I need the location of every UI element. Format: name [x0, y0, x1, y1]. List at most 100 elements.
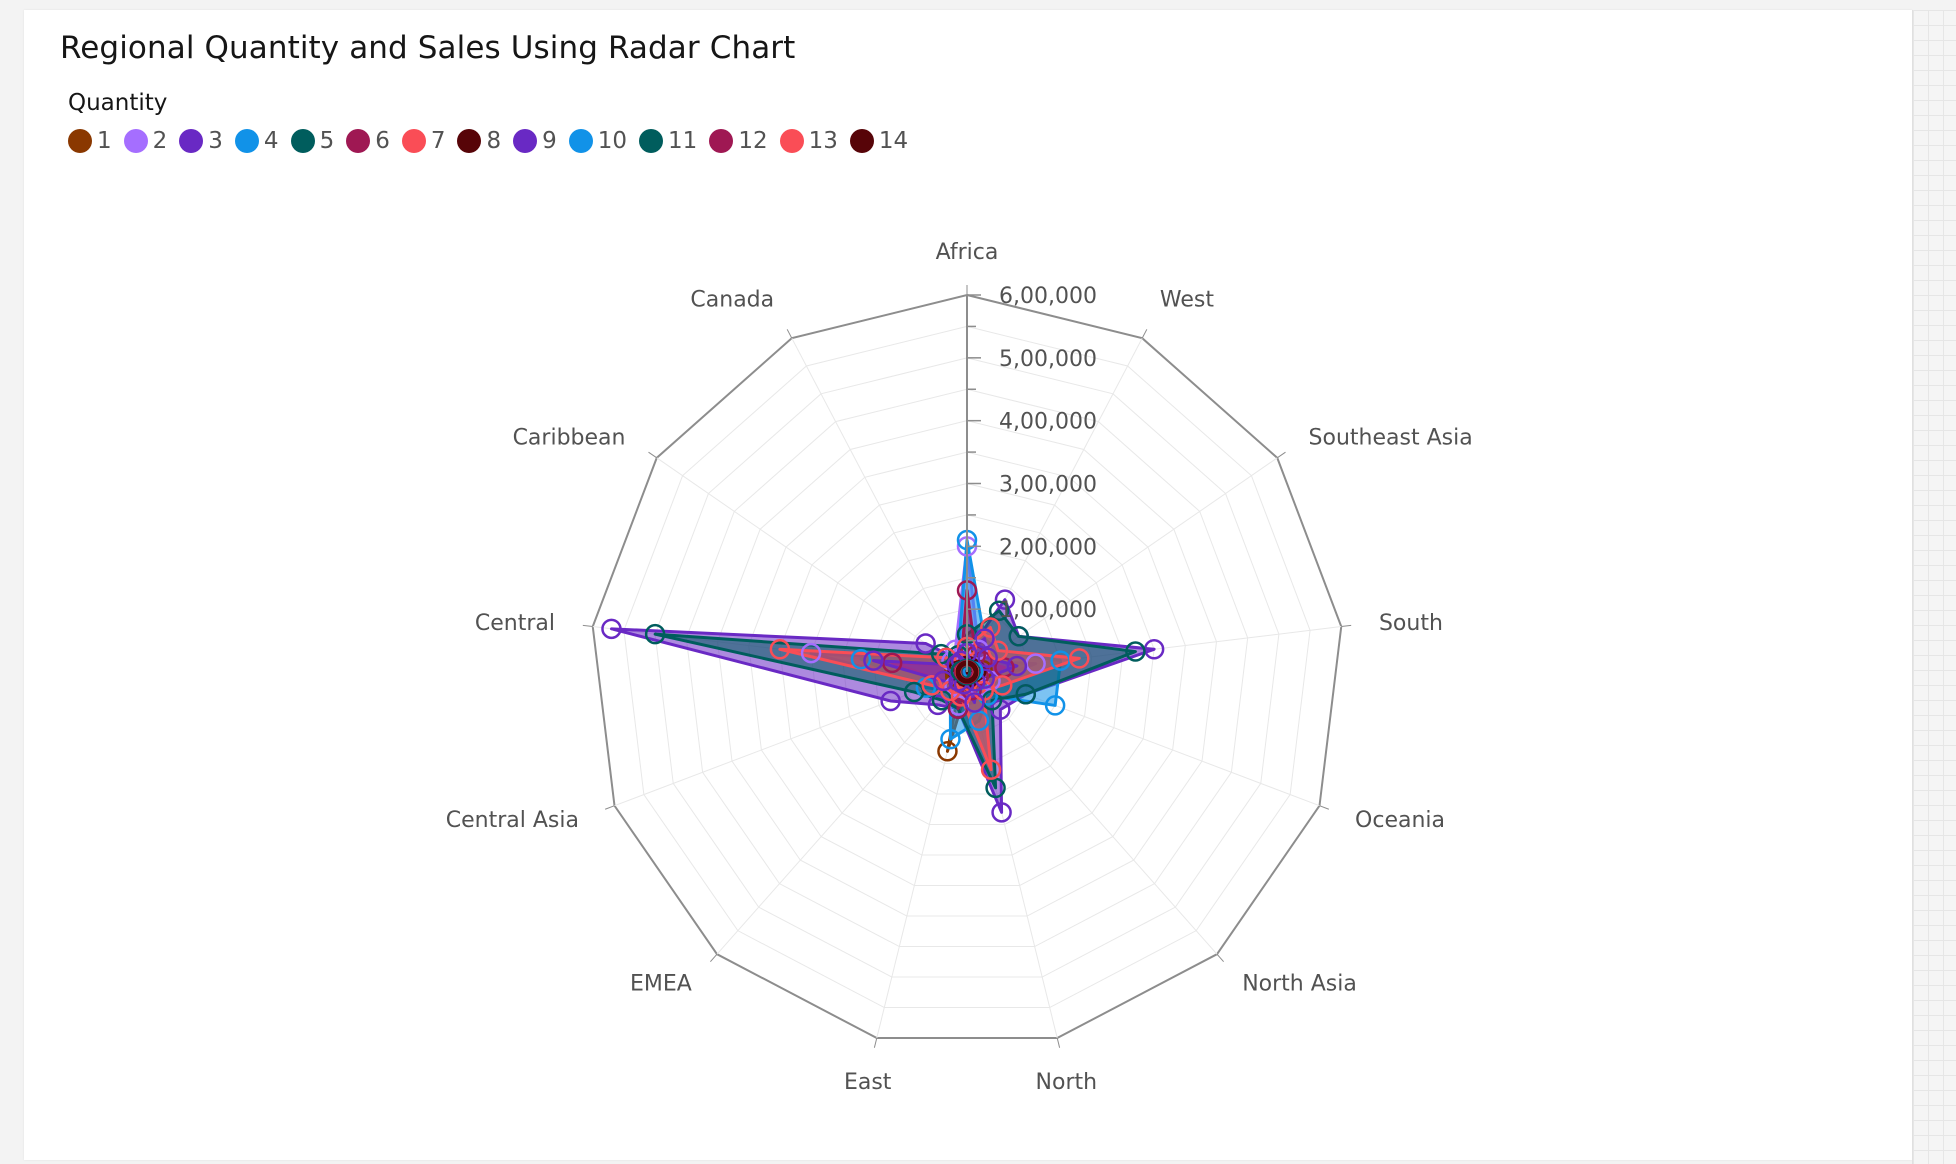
spoke-tick — [648, 451, 658, 459]
value-tick-label: 6,00,000 — [999, 284, 1097, 309]
grid-spoke — [656, 457, 968, 673]
legend-item-5[interactable]: 5 — [290, 128, 334, 154]
category-label: Southeast Asia — [1309, 425, 1473, 450]
legend-item-11[interactable]: 11 — [639, 128, 697, 154]
legend-item-2[interactable]: 2 — [123, 128, 168, 154]
category-label: EMEA — [630, 972, 692, 997]
legend-item-7[interactable]: 7 — [401, 128, 446, 154]
legend-item-4[interactable]: 4 — [234, 128, 279, 154]
spoke-tick — [1319, 805, 1330, 810]
series-5-point-West[interactable] — [988, 600, 1010, 622]
category-label: Central Asia — [446, 808, 579, 833]
series-7-point-West[interactable] — [980, 617, 1001, 638]
series-7-point-Central Asia[interactable] — [921, 675, 942, 696]
spoke-tick — [709, 953, 718, 963]
spoke-tick — [1276, 451, 1286, 459]
series-9-point-Central Asia[interactable] — [933, 670, 954, 692]
series-9-point-Southeast Asia[interactable] — [977, 647, 998, 668]
chart-title: Regional Quantity and Sales Using Radar … — [60, 30, 796, 66]
legend-item-10[interactable]: 10 — [568, 128, 628, 154]
series-2-point-Central[interactable] — [800, 642, 822, 664]
spoke-tick — [604, 805, 615, 810]
legend-label: 13 — [808, 128, 838, 154]
legend-swatch — [68, 129, 92, 153]
grid-spoke — [716, 671, 968, 955]
grid-ring — [779, 482, 1155, 856]
legend-swatch — [779, 129, 804, 153]
value-tick-label: 2,00,000 — [999, 535, 1097, 560]
series-5-point-Oceania[interactable] — [1015, 684, 1037, 705]
chart-legend: 1 2 3 4 5 6 7 8 9 10 11 12 13 14 — [68, 128, 920, 154]
series-7-point-North[interactable] — [980, 759, 1002, 780]
category-label: Central — [475, 611, 555, 636]
legend-swatch — [849, 129, 874, 153]
series-5-point-South[interactable] — [1125, 641, 1146, 662]
legend-label: 2 — [152, 128, 168, 154]
series-4-point-North[interactable] — [968, 710, 990, 732]
spoke-tick — [1056, 1037, 1061, 1048]
category-label: Caribbean — [513, 425, 626, 450]
spoke-tick — [582, 624, 593, 628]
series-9-point-North[interactable] — [964, 692, 985, 713]
grid-spoke — [966, 671, 1218, 955]
series-3-point-Central[interactable] — [601, 618, 622, 640]
legend-label: 8 — [486, 128, 502, 154]
spoke-tick — [1141, 329, 1148, 339]
series-3-point-Central Asia[interactable] — [880, 690, 901, 712]
series-9-point-South[interactable] — [1006, 655, 1028, 677]
series-4-point-Oceania[interactable] — [1044, 695, 1066, 716]
series-7-point-East[interactable] — [950, 686, 972, 707]
category-label: West — [1160, 288, 1214, 313]
legend-title: Quantity — [68, 90, 168, 116]
series-5-point-Central[interactable] — [644, 623, 666, 645]
series-7-point-South[interactable] — [1069, 648, 1090, 669]
legend-label: 7 — [430, 128, 446, 154]
category-label: East — [844, 1070, 892, 1095]
legend-item-9[interactable]: 9 — [513, 128, 557, 154]
series-9-point-Central[interactable] — [863, 650, 884, 671]
series-5-point-Central Asia[interactable] — [903, 681, 925, 703]
series-4-point-East[interactable] — [940, 728, 961, 750]
grid-outer-ring — [591, 293, 1343, 1040]
legend-swatch — [123, 129, 148, 153]
legend-swatch — [457, 129, 482, 153]
value-tick-label: 1,00,000 — [999, 598, 1097, 623]
legend-item-8[interactable]: 8 — [457, 128, 501, 154]
legend-swatch — [401, 129, 426, 153]
series-9-point-West[interactable] — [974, 628, 995, 649]
legend-label: 1 — [97, 128, 112, 154]
legend-label: 10 — [597, 128, 628, 154]
legend-item-6[interactable]: 6 — [346, 128, 390, 154]
legend-swatch — [513, 129, 538, 153]
legend-item-13[interactable]: 13 — [779, 128, 838, 154]
series-4-point-Central[interactable] — [850, 648, 872, 670]
series-1-point-East[interactable] — [937, 741, 958, 762]
series-7-point-Southeast Asia[interactable] — [987, 640, 1009, 661]
series-7-point-Caribbean[interactable] — [936, 647, 957, 668]
series-3-point-West[interactable] — [994, 589, 1016, 610]
series-7-point-Oceania[interactable] — [992, 675, 1013, 696]
legend-swatch — [568, 129, 593, 153]
legend-swatch — [290, 129, 315, 153]
legend-item-3[interactable]: 3 — [179, 128, 223, 154]
series-3-point-EMEA[interactable] — [927, 694, 949, 716]
legend-label: 14 — [878, 128, 909, 154]
series-5-point-North[interactable] — [985, 777, 1006, 799]
side-panel — [1912, 10, 1956, 1164]
series-5-point-Southeast Asia[interactable] — [1008, 626, 1029, 647]
legend-item-1[interactable]: 1 — [68, 128, 112, 154]
grid-ring — [841, 545, 1093, 795]
grid-ring — [623, 325, 1311, 1009]
value-axis: 1,00,000 2,00,000 3,00,000 4,00,000 5,00,000… — [966, 284, 1097, 672]
series-7-point-Central[interactable] — [769, 639, 791, 660]
grid-ring — [716, 420, 1218, 917]
series-3-point-North[interactable] — [991, 802, 1012, 823]
grid-ring — [810, 514, 1124, 826]
series-3-point-Caribbean[interactable] — [915, 633, 936, 654]
legend-item-14[interactable]: 14 — [849, 128, 909, 154]
spoke-tick — [786, 329, 793, 339]
legend-swatch — [346, 129, 371, 153]
legend-item-12[interactable]: 12 — [709, 128, 768, 154]
legend-label: 9 — [542, 128, 557, 154]
category-label: North — [1036, 1070, 1098, 1095]
